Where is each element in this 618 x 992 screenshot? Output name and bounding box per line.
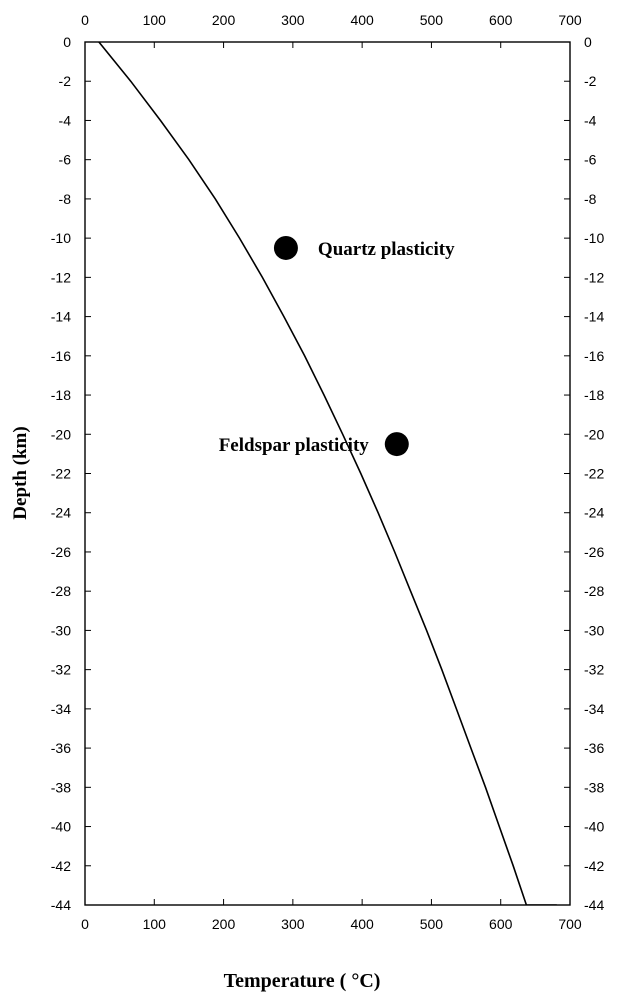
y-tick-label-left: -16: [51, 348, 71, 364]
y-tick-label-left: -26: [51, 544, 71, 560]
y-tick-label-right: -32: [584, 662, 604, 678]
y-tick-label-right: -42: [584, 858, 604, 874]
x-tick-label-top: 300: [281, 12, 305, 28]
y-tick-label-right: -36: [584, 740, 604, 756]
y-tick-label-left: -20: [51, 426, 71, 442]
geotherm-curve-layer: [98, 42, 557, 905]
plot-frame: [84, 41, 571, 906]
y-tick-label-left: -22: [51, 466, 71, 482]
y-tick-label-left: -14: [51, 309, 71, 325]
y-tick-label-right: -18: [584, 387, 604, 403]
y-tick-label-right: -10: [584, 230, 604, 246]
y-tick-label-right: -26: [584, 544, 604, 560]
y-tick-label-left: -40: [51, 819, 71, 835]
x-tick-label-bottom: 700: [558, 916, 582, 932]
x-tick-label-bottom: 300: [281, 916, 305, 932]
y-tick-label-left: -30: [51, 622, 71, 638]
y-tick-label-right: -6: [584, 152, 597, 168]
x-tick-label-top: 700: [558, 12, 582, 28]
y-tick-label-left: -36: [51, 740, 71, 756]
y-tick-label-right: 0: [584, 34, 592, 50]
y-axis-title: Depth (km): [10, 426, 31, 519]
y-tick-label-left: -12: [51, 269, 71, 285]
y-tick-label-left: -34: [51, 701, 71, 717]
y-tick-label-left: -28: [51, 583, 71, 599]
plasticity-markers: Quartz plasticity Feldspar plasticity: [219, 235, 455, 457]
y-tick-label-right: -16: [584, 348, 604, 364]
y-tick-label-right: -24: [584, 505, 604, 521]
plasticity-point: [273, 235, 298, 260]
x-tick-label-bottom: 0: [81, 916, 89, 932]
y-tick-label-right: -20: [584, 426, 604, 442]
x-tick-label-top: 400: [350, 12, 374, 28]
y-tick-label-left: -6: [59, 152, 72, 168]
x-tick-label-bottom: 100: [143, 916, 167, 932]
y-tick-label-left: -2: [59, 73, 72, 89]
y-tick-label-left: -10: [51, 230, 71, 246]
y-tick-label-right: -34: [584, 701, 604, 717]
y-tick-label-left: -4: [59, 112, 72, 128]
plasticity-label: Quartz plasticity: [318, 239, 455, 260]
x-tick-label-top: 0: [81, 12, 89, 28]
x-tick-label-bottom: 600: [489, 916, 513, 932]
plot-border: [84, 41, 571, 906]
plasticity-label: Feldspar plasticity: [219, 435, 370, 456]
x-tick-label-bottom: 500: [420, 916, 444, 932]
x-axis-title: Temperature ( °C): [224, 970, 381, 992]
geotherm-line: [98, 42, 557, 905]
y-tick-label-left: -24: [51, 505, 71, 521]
y-tick-label-left: 0: [63, 34, 71, 50]
x-tick-label-top: 200: [212, 12, 236, 28]
y-tick-label-left: -44: [51, 897, 71, 913]
x-tick-label-top: 600: [489, 12, 513, 28]
y-tick-label-left: -38: [51, 779, 71, 795]
y-tick-label-right: -2: [584, 73, 597, 89]
x-tick-label-bottom: 200: [212, 916, 236, 932]
y-tick-label-right: -22: [584, 466, 604, 482]
y-tick-label-left: -8: [59, 191, 72, 207]
y-tick-label-right: -44: [584, 897, 604, 913]
y-tick-label-right: -14: [584, 309, 604, 325]
y-tick-label-right: -38: [584, 779, 604, 795]
axis-ticks: 0010010020020030030040040050050060060070…: [51, 12, 605, 932]
x-tick-label-top: 500: [420, 12, 444, 28]
y-tick-label-right: -8: [584, 191, 597, 207]
plasticity-point: [384, 432, 409, 457]
y-tick-label-right: -40: [584, 819, 604, 835]
y-tick-label-left: -42: [51, 858, 71, 874]
y-tick-label-left: -32: [51, 662, 71, 678]
y-tick-label-left: -18: [51, 387, 71, 403]
x-tick-label-top: 100: [143, 12, 167, 28]
y-tick-label-right: -4: [584, 112, 597, 128]
x-tick-label-bottom: 400: [350, 916, 374, 932]
y-tick-label-right: -12: [584, 269, 604, 285]
y-tick-label-right: -28: [584, 583, 604, 599]
y-tick-label-right: -30: [584, 622, 604, 638]
